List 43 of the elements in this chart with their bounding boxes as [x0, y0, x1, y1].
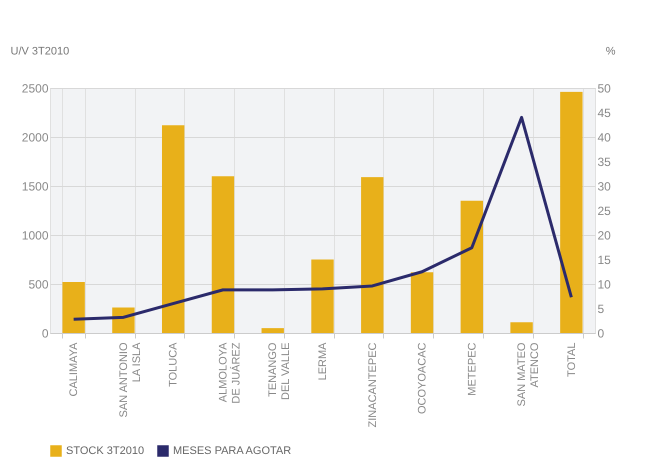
x-tick-label: TENANGO DEL VALLE	[267, 342, 292, 400]
y-tick-label: 500	[28, 278, 49, 292]
x-tick-label: SAN ANTONIO LA ISLA	[118, 342, 143, 418]
y-tick-label: 2500	[22, 82, 49, 96]
x-tick-label: TOLUCA	[168, 342, 180, 387]
x-tick-label: ALMOLOYA DE JUÁREZ	[217, 342, 242, 404]
bar	[460, 200, 484, 333]
bar	[162, 125, 184, 333]
x-tick-label: ZINACANTEPEC	[366, 342, 379, 428]
y2-tick-label: 0	[598, 326, 604, 340]
bar	[311, 260, 334, 333]
y2-tick-label: 15	[598, 253, 612, 267]
y2-tick-label: 35	[598, 155, 612, 169]
bar	[212, 176, 234, 333]
y2-tick-label: 10	[598, 278, 612, 292]
y2-tick-label: 40	[598, 130, 612, 144]
y-axis-title: U/V 3T2010	[10, 46, 70, 58]
y2-tick-label: 50	[598, 82, 612, 96]
bar	[262, 328, 284, 333]
x-tick-label: SAN MATEO ATENCO	[516, 342, 542, 406]
x-tick-label: CALIMAYA	[68, 342, 80, 396]
x-tick-label: OCOYOACAC	[416, 342, 429, 414]
legend-label: MESES PARA AGOTAR	[173, 445, 292, 457]
y2-tick-label: 20	[598, 228, 612, 242]
y-tick-label: 1000	[22, 228, 49, 242]
bar	[361, 177, 384, 333]
y2-axis-title: %	[606, 46, 616, 58]
y-tick-label: 0	[42, 326, 49, 340]
line-series	[72, 116, 573, 321]
legend-label: STOCK 3T2010	[66, 445, 144, 457]
bar	[62, 282, 85, 333]
y-tick-label: 2000	[22, 130, 49, 144]
bar	[560, 92, 583, 333]
bar	[510, 322, 533, 333]
x-tick-label: TOTAL	[566, 342, 578, 377]
y2-tick-label: 5	[598, 302, 604, 316]
x-tick-label: METEPEC	[466, 342, 478, 396]
y-tick-label: 1500	[22, 180, 49, 194]
y2-tick-label: 30	[598, 180, 612, 194]
x-tick-label: LERMA	[317, 342, 329, 380]
bar	[410, 272, 434, 333]
y2-tick-label: 25	[598, 204, 612, 218]
y2-tick-label: 45	[598, 106, 612, 120]
